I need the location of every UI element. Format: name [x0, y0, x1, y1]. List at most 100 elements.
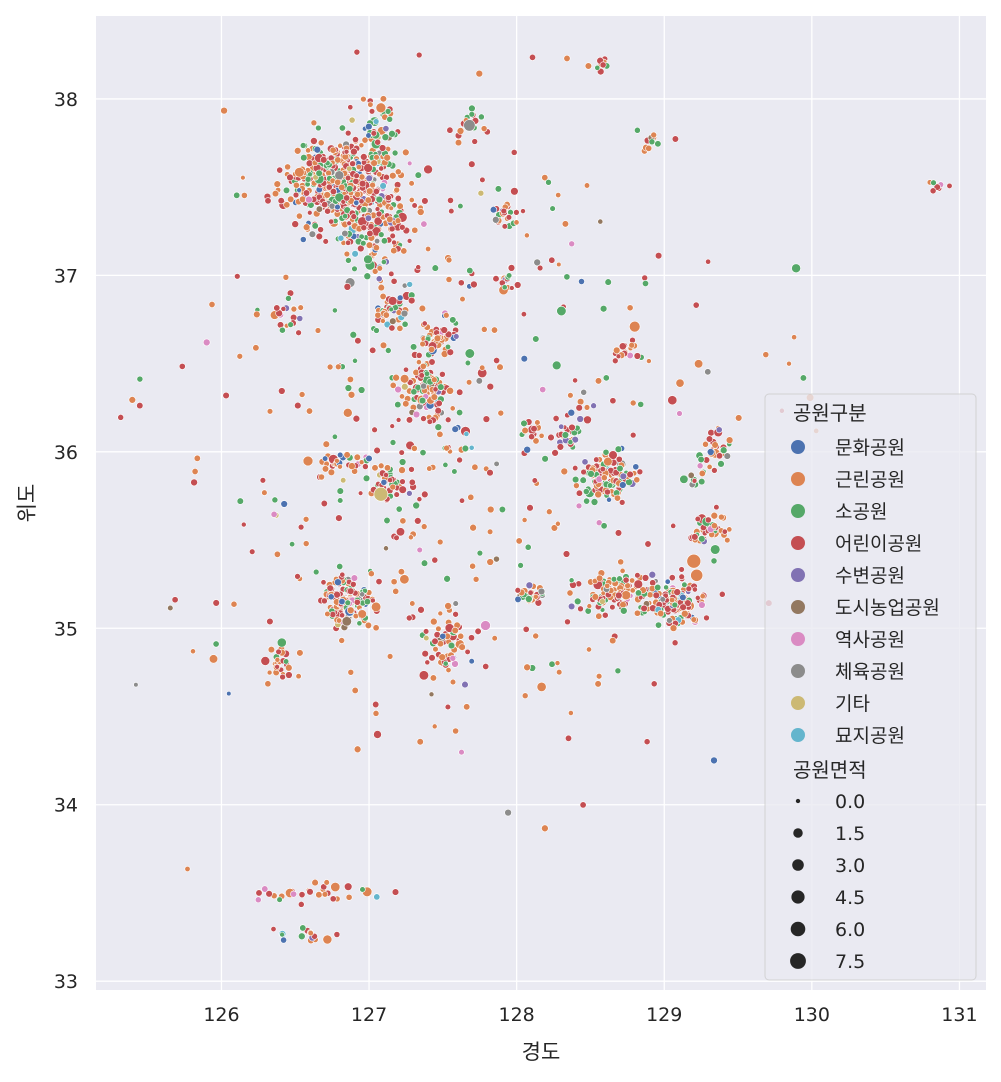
data-point	[357, 490, 364, 496]
data-point	[671, 639, 679, 647]
data-point	[576, 415, 584, 423]
data-point	[449, 678, 457, 686]
data-point	[365, 454, 373, 463]
data-point	[568, 577, 575, 584]
data-point	[457, 203, 464, 210]
data-point	[311, 222, 319, 230]
data-point	[388, 225, 396, 233]
data-point	[324, 610, 331, 618]
data-point	[400, 309, 409, 318]
data-point	[490, 326, 499, 334]
data-point	[358, 459, 365, 466]
data-point	[654, 140, 662, 148]
data-point	[167, 604, 174, 612]
data-point	[586, 603, 593, 609]
data-point	[407, 160, 413, 167]
data-point	[576, 398, 585, 406]
data-point	[393, 491, 400, 498]
data-point	[620, 607, 628, 615]
data-point	[388, 324, 396, 332]
data-point	[466, 267, 474, 275]
data-point	[411, 202, 418, 209]
data-point	[612, 346, 621, 355]
data-point	[531, 477, 538, 484]
legend-marker	[791, 696, 805, 710]
data-point	[363, 598, 371, 606]
legend-size-marker	[793, 828, 803, 838]
legend-marker	[791, 568, 805, 582]
data-point	[567, 392, 574, 399]
legend-box	[764, 393, 977, 981]
data-point	[564, 618, 571, 626]
data-point	[383, 516, 391, 525]
data-point	[435, 625, 442, 632]
data-point	[345, 893, 353, 901]
data-point	[377, 283, 385, 292]
data-point	[497, 409, 505, 417]
data-point	[375, 195, 384, 204]
data-point	[606, 496, 612, 503]
data-point	[406, 490, 413, 497]
data-point	[445, 276, 453, 283]
data-point	[416, 359, 422, 365]
data-point	[378, 165, 385, 172]
data-point	[296, 187, 302, 193]
data-point	[492, 275, 500, 283]
data-point	[600, 522, 608, 530]
data-point	[702, 440, 709, 448]
data-point	[504, 808, 512, 817]
data-point	[507, 264, 516, 272]
data-point	[501, 284, 508, 291]
data-point	[386, 115, 394, 123]
data-point	[368, 108, 376, 115]
data-point	[391, 888, 400, 896]
data-point	[367, 223, 375, 230]
data-point	[645, 144, 653, 152]
data-point	[654, 252, 663, 260]
data-point	[253, 310, 261, 319]
data-point	[536, 681, 547, 692]
data-point	[545, 179, 552, 186]
data-point	[644, 540, 652, 548]
data-point	[289, 541, 296, 548]
data-point	[520, 208, 526, 214]
data-point	[270, 510, 278, 518]
data-point	[365, 174, 373, 182]
data-point	[715, 452, 724, 460]
data-point	[601, 611, 609, 619]
data-point	[675, 378, 685, 388]
data-point	[694, 515, 701, 523]
data-point	[360, 95, 367, 103]
legend-label: 어린이공원	[835, 533, 922, 555]
data-point	[567, 439, 574, 446]
legend-size-marker	[792, 859, 804, 871]
data-point	[379, 341, 388, 349]
data-point	[294, 573, 301, 580]
x-tick-labels: 126 127 128 129 130 131	[203, 1004, 977, 1026]
data-point	[453, 333, 460, 340]
data-point	[698, 469, 706, 477]
data-point	[395, 505, 403, 513]
data-point	[706, 463, 713, 470]
data-point	[420, 559, 429, 567]
data-point	[234, 273, 241, 280]
data-point	[326, 363, 334, 371]
data-point	[333, 590, 341, 599]
data-point	[445, 667, 452, 674]
data-point	[353, 598, 361, 606]
data-point	[383, 472, 389, 478]
data-point	[444, 602, 452, 610]
data-point	[360, 224, 368, 232]
data-point	[402, 400, 410, 408]
data-point	[527, 589, 534, 596]
data-point	[575, 404, 583, 412]
data-point	[379, 292, 387, 300]
data-point	[418, 396, 427, 405]
data-point	[594, 377, 603, 385]
legend-size-label: 0.0	[835, 791, 865, 813]
data-point	[456, 409, 464, 417]
data-point	[431, 556, 439, 564]
data-point	[491, 635, 498, 642]
data-point	[212, 599, 220, 607]
data-point	[562, 550, 571, 558]
